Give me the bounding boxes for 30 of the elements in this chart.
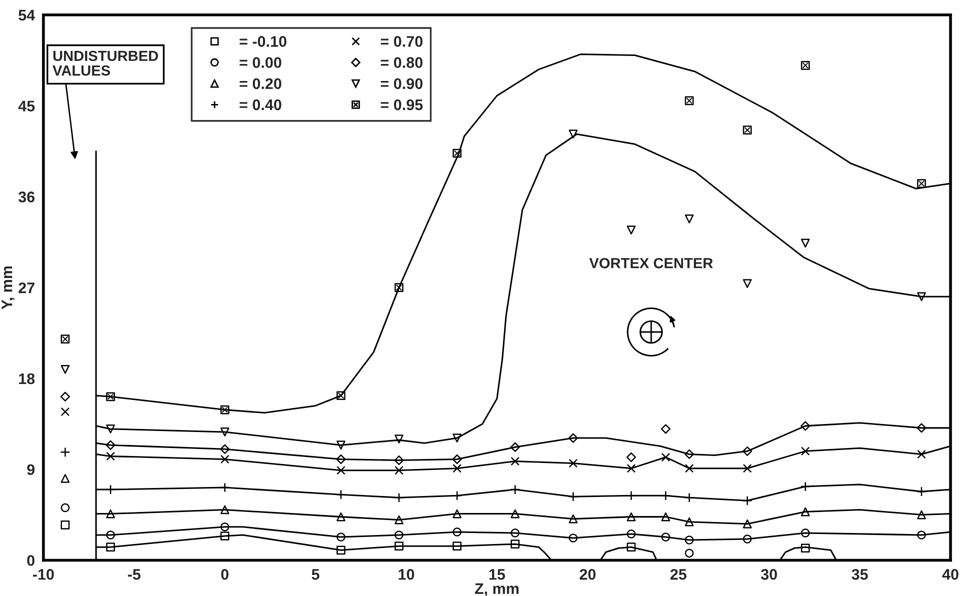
y-tick-label: 45 <box>18 100 35 112</box>
x-tick-label: 40 <box>942 568 958 580</box>
legend-label: = 0.00 <box>240 57 282 68</box>
legend-label: = 0.95 <box>380 99 423 110</box>
x-tick-label: 35 <box>852 568 868 580</box>
y-tick-label: 27 <box>18 282 34 294</box>
x-tick-label: 25 <box>670 568 686 580</box>
legend-label: = 0.70 <box>380 36 422 47</box>
x-tick-label: 10 <box>398 568 414 580</box>
x-tick-label: 20 <box>580 568 596 580</box>
x-tick-label: -5 <box>128 569 140 580</box>
legend-label: = 0.80 <box>380 57 422 68</box>
annotation: UNDISTURBED VALUES <box>52 50 158 76</box>
y-tick-label: 0 <box>27 555 34 566</box>
legend-label: = 0.20 <box>240 78 282 90</box>
x-tick-label: -10 <box>32 568 54 580</box>
legend-label: = -0.10 <box>240 36 286 47</box>
legend-label: = 0.90 <box>380 78 422 90</box>
x-axis-title: Z, mm <box>474 583 519 596</box>
x-tick-label: 15 <box>489 569 506 580</box>
y-tick-label: 54 <box>18 10 36 21</box>
x-tick-label: 0 <box>221 568 228 580</box>
y-tick-label: 9 <box>27 464 35 476</box>
annotation: VORTEX CENTER <box>589 258 713 268</box>
y-tick-label: 36 <box>18 192 35 202</box>
legend-label: = 0.40 <box>240 99 282 110</box>
x-tick-label: 30 <box>760 568 777 580</box>
x-tick-label: 5 <box>312 569 320 580</box>
y-tick-label: 18 <box>19 373 35 384</box>
y-axis-title: Y, mm <box>2 266 15 310</box>
